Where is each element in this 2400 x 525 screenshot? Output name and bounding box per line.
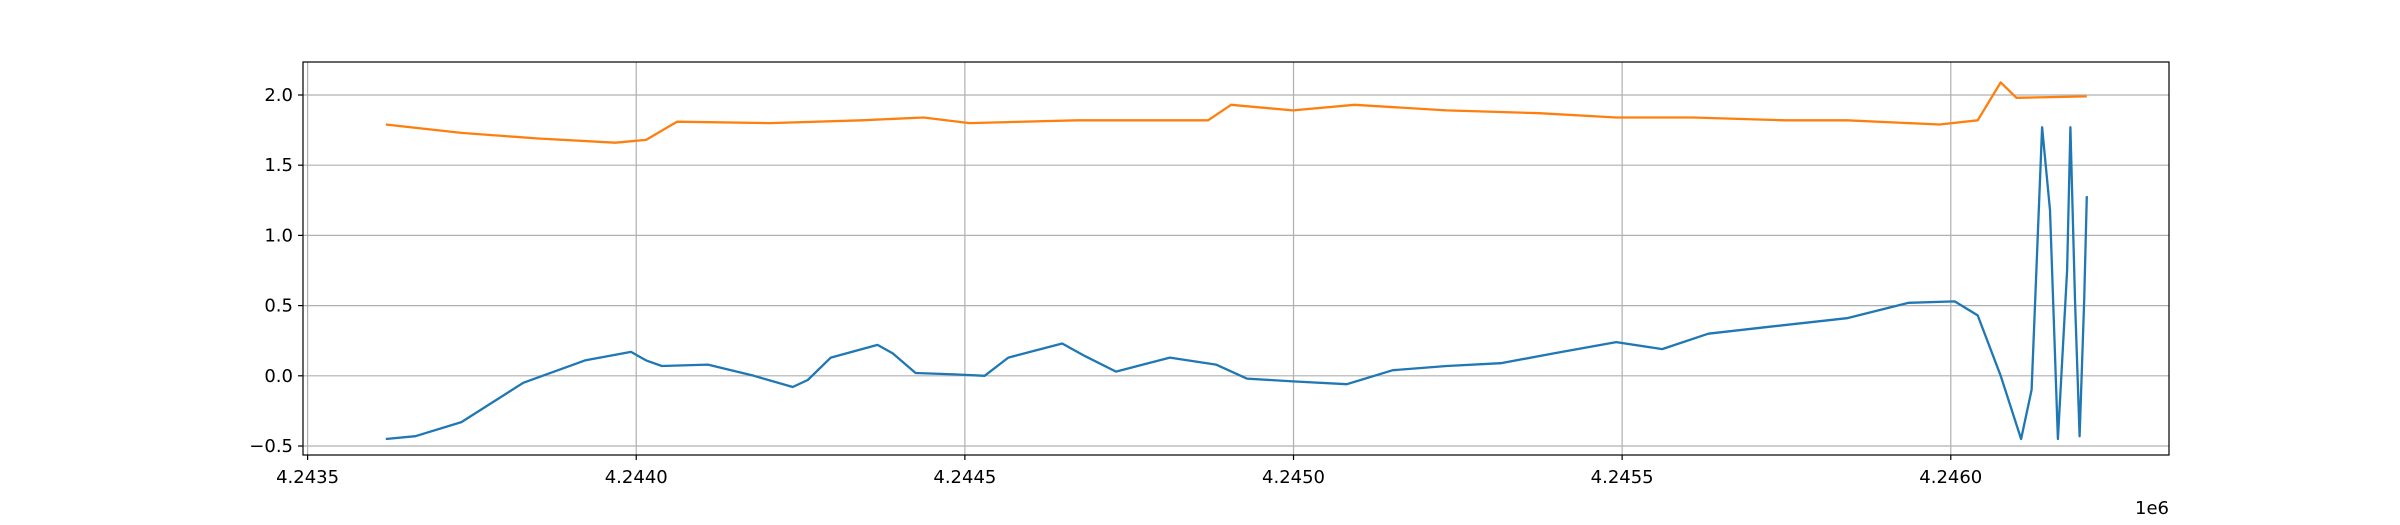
x-tick-label: 4.2445	[933, 467, 996, 488]
data-line	[385, 81, 2087, 144]
y-tick-label: 0.0	[264, 366, 293, 387]
x-offset-label: 1e6	[2135, 498, 2169, 519]
x-tick-label: 4.2455	[1591, 467, 1654, 488]
y-tick-label: 1.5	[264, 155, 293, 176]
data-line	[385, 126, 2088, 441]
x-tick-label: 4.2460	[1919, 467, 1982, 488]
x-tick-label: 4.2435	[276, 467, 339, 488]
y-tick-label: 0.5	[264, 296, 293, 317]
y-tick-label: 2.0	[264, 85, 293, 106]
x-tick-label: 4.2440	[605, 467, 668, 488]
plot-frame	[302, 61, 2170, 456]
y-tick-label: 1.0	[264, 225, 293, 246]
x-tick-label: 4.2450	[1262, 467, 1325, 488]
y-tick-label: −0.5	[249, 436, 293, 457]
